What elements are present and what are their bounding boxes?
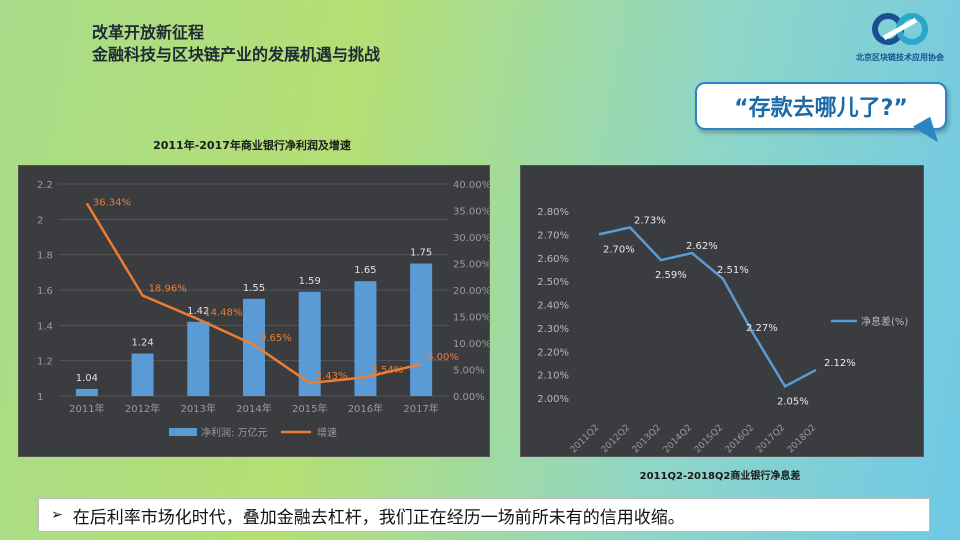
y2-tick-label: 5.00% — [453, 366, 485, 377]
y2-tick-label: 15.00% — [453, 313, 489, 324]
y-tick-label: 2.50% — [537, 277, 569, 288]
growth-value-label: 6.00% — [427, 352, 459, 363]
x-tick-label: 2017Q2 — [755, 423, 787, 455]
bar — [243, 298, 265, 396]
bar-value-label: 1.04 — [76, 373, 98, 384]
growth-value-label: 14.48% — [204, 307, 242, 318]
infinity-link-icon — [872, 13, 929, 45]
bar — [410, 263, 433, 396]
x-tick-label: 2012Q2 — [600, 423, 632, 455]
callout-bubble: “存款去哪儿了?” — [695, 82, 947, 130]
x-tick-label: 2016Q2 — [724, 423, 756, 455]
y2-tick-label: 0.00% — [453, 392, 485, 403]
y-tick-label: 1.4 — [37, 321, 53, 332]
y2-tick-label: 30.00% — [453, 233, 489, 244]
bar — [187, 321, 210, 396]
y-tick-label: 2.00% — [537, 394, 569, 405]
nim-value-label: 2.70% — [603, 244, 635, 255]
y2-tick-label: 35.00% — [453, 207, 489, 218]
y-tick-label: 2.10% — [537, 371, 569, 382]
y-tick-label: 2.2 — [37, 180, 53, 191]
nim-value-label: 2.73% — [634, 215, 666, 226]
y2-tick-label: 25.00% — [453, 260, 489, 271]
legend-swatch-profit — [169, 428, 197, 436]
profit-chart: 1 1.2 1.4 1.6 1.8 2 2.2 0.00% 5.00% 10.00% 15.00% 2… — [37, 180, 491, 439]
y-tick-label: 2.20% — [537, 347, 569, 358]
y-tick-label: 1.2 — [37, 357, 53, 368]
bar-value-label: 1.55 — [243, 283, 265, 294]
x-tick-label: 2018Q2 — [786, 423, 818, 455]
chart2-title: 2011Q2-2018Q2商业银行净息差 — [639, 471, 801, 482]
bar-value-label: 1.65 — [354, 265, 376, 276]
x-tick-label: 2017年 — [403, 402, 438, 415]
y-tick-label: 2.60% — [537, 254, 569, 265]
y-tick-label: 1 — [37, 392, 43, 403]
growth-value-label: 9.65% — [260, 333, 292, 344]
growth-value-label: 3.54% — [371, 365, 403, 376]
bar-value-label: 1.24 — [131, 338, 153, 349]
nim-value-label: 2.59% — [655, 270, 687, 281]
nim-value-label: 2.62% — [686, 241, 718, 252]
callout-text: “存款去哪儿了?” — [734, 96, 908, 121]
growth-value-label: 36.34% — [93, 197, 131, 208]
growth-value-label: 18.96% — [149, 284, 187, 295]
bar-value-label: 1.75 — [410, 248, 432, 259]
x-tick-label: 2016年 — [348, 402, 383, 415]
profit-chart-panel: 1 1.2 1.4 1.6 1.8 2 2.2 0.00% 5.00% 10.00% 15.00% 2… — [18, 165, 491, 457]
legend-label-growth: 增速 — [317, 426, 337, 439]
bar — [298, 291, 321, 396]
y2-tick-label: 20.00% — [453, 286, 489, 297]
association-logo: 北京区块链技术应用协会 — [850, 8, 950, 68]
y-tick-label: 2.80% — [537, 207, 569, 218]
growth-value-label: 2.43% — [316, 371, 348, 382]
arrow-bullet-icon: ➢ — [51, 507, 63, 523]
x-tick-label: 2015Q2 — [693, 423, 725, 455]
x-tick-label: 2013Q2 — [631, 423, 663, 455]
y-tick-label: 2.70% — [537, 230, 569, 241]
x-tick-label: 2013年 — [181, 402, 216, 415]
y2-tick-label: 10.00% — [453, 339, 489, 350]
legend-label-profit: 净利润: 万亿元 — [201, 426, 268, 439]
bottom-statement: ➢ 在后利率市场化时代，叠加金融去杠杆，我们正在经历一场前所未有的信用收缩。 — [38, 498, 930, 532]
y-tick-label: 2.30% — [537, 324, 569, 335]
y-tick-label: 1.6 — [37, 286, 53, 297]
logo-text: 北京区块链技术应用协会 — [856, 53, 944, 62]
header-line-2: 金融科技与区块链产业的发展机遇与挑战 — [92, 45, 381, 64]
bar-value-label: 1.42 — [187, 306, 209, 317]
legend-label-nim: 净息差(%) — [861, 315, 908, 328]
nim-chart-panel: 2.00% 2.10% 2.20% 2.30% 2.40% 2.50% 2.60% 2.70%… — [520, 165, 924, 457]
x-tick-label: 2014年 — [236, 402, 271, 415]
page-header: 改革开放新征程 金融科技与区块链产业的发展机遇与挑战 — [92, 22, 380, 66]
x-tick-label: 2012年 — [125, 402, 160, 415]
bar — [75, 388, 98, 396]
nim-value-label: 2.27% — [746, 323, 778, 334]
y-tick-label: 2 — [37, 215, 43, 226]
growth-line — [85, 202, 422, 385]
bar — [131, 353, 154, 396]
nim-value-label: 2.51% — [717, 265, 749, 276]
x-tick-label: 2014Q2 — [662, 423, 694, 455]
header-line-1: 改革开放新征程 — [92, 23, 205, 42]
y-tick-label: 2.40% — [537, 301, 569, 312]
nim-value-label: 2.12% — [824, 358, 856, 369]
chart1-title: 2011年-2017年商业银行净利润及增速 — [153, 139, 351, 152]
x-tick-label: 2015年 — [292, 402, 327, 415]
x-tick-label: 2011年 — [69, 402, 104, 415]
nim-chart: 2.00% 2.10% 2.20% 2.30% 2.40% 2.50% 2.60% 2.70%… — [537, 207, 908, 455]
y2-tick-label: 40.00% — [453, 180, 489, 191]
nim-line — [598, 225, 817, 388]
x-tick-label: 2011Q2 — [569, 423, 601, 455]
nim-value-label: 2.05% — [777, 396, 809, 407]
bar-value-label: 1.59 — [299, 276, 321, 287]
y-tick-label: 1.8 — [37, 251, 53, 262]
bottom-text: 在后利率市场化时代，叠加金融去杠杆，我们正在经历一场前所未有的信用收缩。 — [72, 507, 685, 528]
bar — [354, 281, 377, 396]
